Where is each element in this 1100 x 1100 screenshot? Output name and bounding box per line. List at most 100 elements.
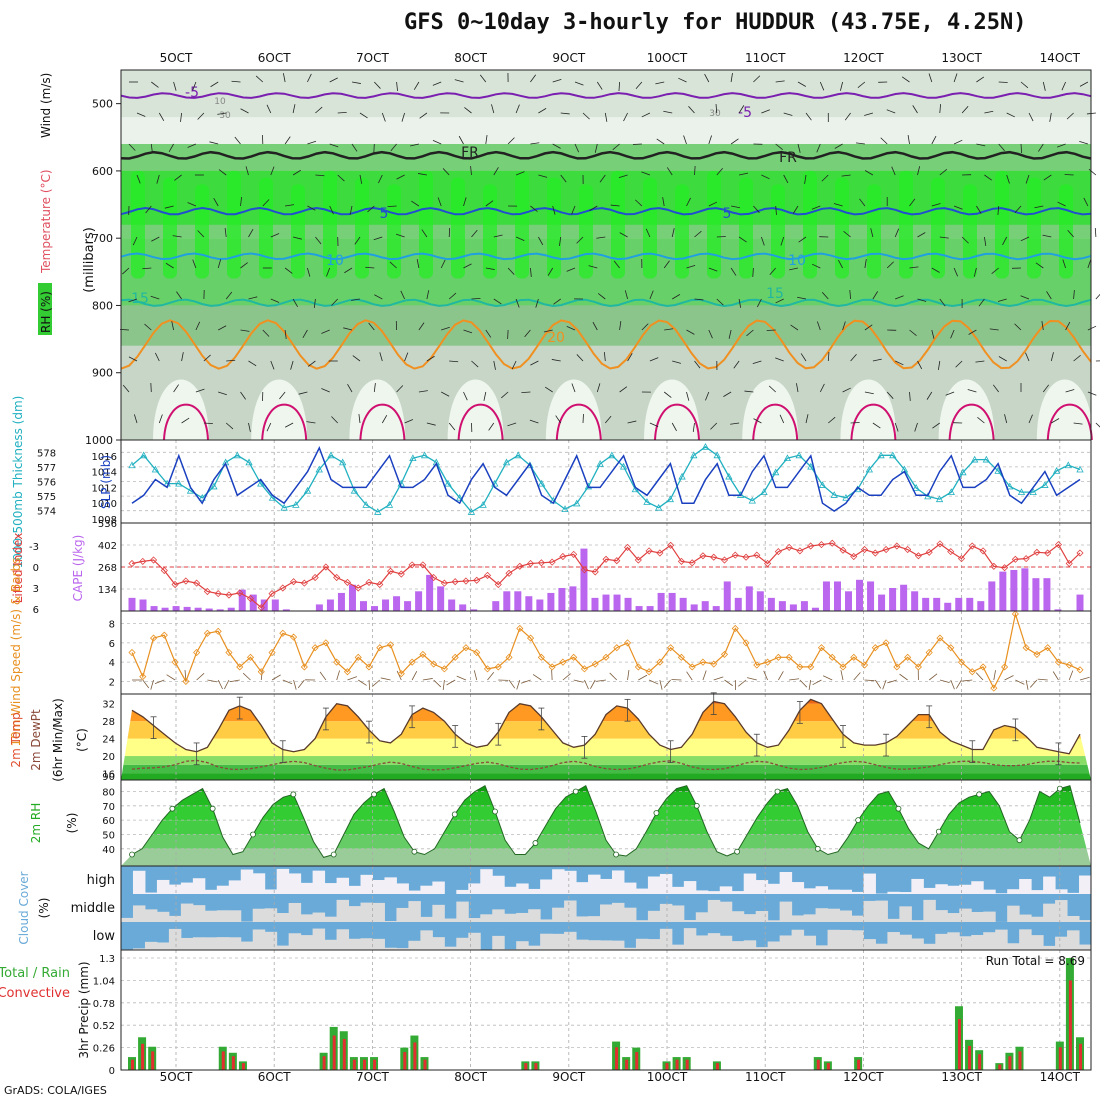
cloud-cover-cell bbox=[647, 910, 661, 922]
cloud-cover-cell bbox=[1079, 920, 1092, 922]
wind-barb bbox=[811, 205, 821, 210]
wind-barb bbox=[292, 104, 296, 114]
surface-wind-barb bbox=[627, 670, 630, 681]
wind-barb bbox=[374, 81, 381, 89]
cape-bar bbox=[260, 599, 268, 611]
precip-convective-bar bbox=[231, 1056, 235, 1070]
lifted-index-marker bbox=[182, 577, 190, 585]
rh-plume bbox=[995, 170, 1009, 279]
wind-barb bbox=[989, 328, 999, 331]
rh-plume bbox=[451, 177, 465, 279]
contour-label: 15 bbox=[766, 286, 784, 302]
wind-barb bbox=[975, 360, 985, 363]
wind-speed-marker bbox=[623, 639, 632, 647]
lifted-index-marker bbox=[957, 555, 966, 563]
wind-barb bbox=[270, 166, 275, 176]
cloud-cover-cell bbox=[468, 932, 481, 950]
wind-barb bbox=[416, 259, 420, 269]
thickness-marker bbox=[350, 486, 359, 494]
lifted-index-marker bbox=[602, 555, 610, 563]
cloud-cover-cell bbox=[815, 886, 829, 894]
cloud-cover-cell bbox=[144, 892, 158, 894]
wind-barb bbox=[1035, 262, 1044, 269]
wind-barb bbox=[485, 267, 495, 270]
cloud-cover-cell bbox=[971, 881, 984, 894]
cloud-cover-cell bbox=[947, 885, 960, 894]
surface-wind-barb bbox=[456, 675, 467, 681]
wind-barb bbox=[1006, 112, 1015, 118]
cloud-cover-cell bbox=[767, 941, 781, 950]
wind-barb bbox=[377, 174, 383, 184]
wind-barb bbox=[234, 136, 241, 145]
y-tick-label: 700 bbox=[92, 232, 113, 245]
cloud-cover-cell bbox=[1055, 936, 1068, 950]
surface-wind-barb bbox=[271, 674, 281, 681]
precip-legend-total: Total / Rain bbox=[0, 966, 70, 981]
temperature-contour bbox=[120, 319, 1092, 370]
rh-band bbox=[121, 170, 1091, 225]
wind-speed-marker bbox=[1054, 658, 1063, 666]
wind-barb bbox=[359, 174, 363, 184]
wind-barb bbox=[354, 236, 361, 245]
wind-barb bbox=[649, 357, 659, 362]
rh-marker bbox=[693, 802, 700, 809]
top-date-label: 14OCT bbox=[1040, 51, 1081, 65]
cape-bar bbox=[800, 601, 808, 611]
rh-marker bbox=[976, 791, 983, 798]
precip-convective-bar bbox=[241, 1063, 245, 1070]
cloud-level-label: high bbox=[87, 873, 115, 888]
precip-tick-label: 0.26 bbox=[93, 1044, 115, 1055]
cloud-cover-cell bbox=[168, 928, 182, 950]
thickness-marker bbox=[292, 501, 300, 508]
wind-barb bbox=[463, 263, 472, 269]
cape-bar bbox=[315, 604, 323, 611]
wind-barb bbox=[292, 169, 301, 176]
cloud-unit-label: (%) bbox=[37, 898, 51, 919]
lifted-index-marker bbox=[333, 573, 341, 582]
thickness-marker bbox=[643, 498, 651, 505]
wind-speed-marker bbox=[893, 663, 901, 671]
lifted-index-marker bbox=[516, 562, 524, 570]
wind-speed-line bbox=[131, 611, 1081, 690]
cloud-cover-cell bbox=[1019, 929, 1032, 950]
thickness-marker bbox=[456, 493, 464, 501]
surface-wind-barb bbox=[282, 679, 293, 685]
wind-barb bbox=[694, 230, 702, 238]
wind-speed-marker bbox=[1033, 650, 1041, 658]
wind-speed-marker bbox=[591, 660, 599, 668]
cloud-cover-cell bbox=[947, 913, 960, 922]
rh-marker bbox=[935, 828, 942, 835]
bottom-date-label: 6OCT bbox=[258, 1070, 291, 1084]
wind-barb bbox=[761, 174, 770, 180]
wind-speed-marker bbox=[1065, 661, 1073, 669]
cloud-cover-cell bbox=[1031, 935, 1044, 950]
wind-speed-marker bbox=[731, 624, 739, 633]
wind-barb bbox=[917, 232, 926, 238]
cloud-cover-cell bbox=[611, 902, 625, 922]
thickness-marker bbox=[128, 461, 136, 469]
wind-speed-marker bbox=[850, 653, 858, 661]
surface-wind-barb bbox=[596, 679, 607, 682]
cape-bar bbox=[701, 601, 709, 611]
cloud-cover-cell bbox=[623, 947, 637, 950]
wind-barb bbox=[976, 76, 985, 83]
wind-barb bbox=[136, 174, 141, 184]
wind-barb bbox=[880, 137, 888, 145]
wind-speed-marker bbox=[311, 644, 319, 652]
wind-barb bbox=[961, 106, 969, 114]
thickness-marker bbox=[701, 442, 710, 450]
wind-barb bbox=[418, 322, 425, 331]
wind-barb bbox=[797, 143, 801, 153]
cloud-cover-cell bbox=[755, 911, 769, 922]
cape-bar bbox=[1010, 569, 1018, 611]
precip-convective-bar bbox=[1079, 1043, 1082, 1070]
wind-barb bbox=[977, 417, 985, 424]
lifted-index-marker bbox=[203, 587, 211, 596]
rh-legend-label: RH (%) bbox=[39, 291, 53, 333]
cloud-cover-cell bbox=[887, 891, 900, 894]
surface-wind-barb bbox=[551, 669, 553, 681]
wind-barb bbox=[716, 298, 724, 306]
wind-barb bbox=[753, 418, 762, 424]
surface-wind-barb bbox=[686, 671, 693, 681]
cloud-cover-cell bbox=[300, 935, 314, 950]
